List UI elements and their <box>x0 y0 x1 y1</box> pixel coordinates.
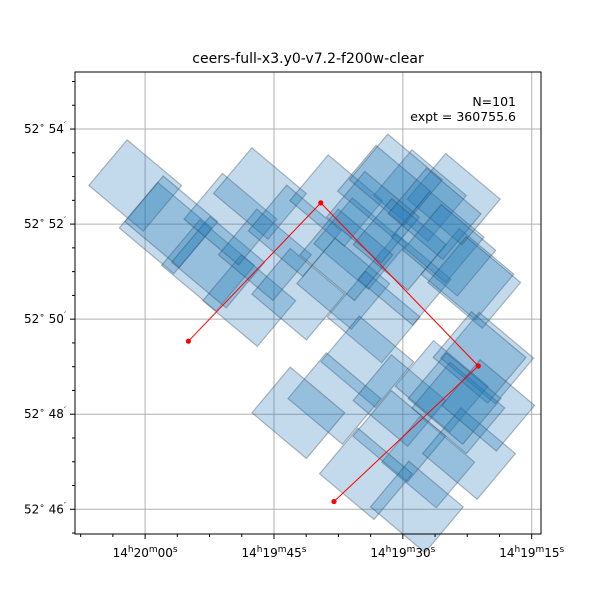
footprint-tile <box>87 138 183 233</box>
footprint-tile <box>124 175 219 269</box>
footprint-tile <box>318 427 414 521</box>
exposure-annotation: expt = 360755.6 <box>410 109 516 124</box>
footprint-tile <box>183 172 278 266</box>
footprint-tile <box>369 460 465 554</box>
footprint-tile <box>251 247 346 341</box>
line-layer <box>185 200 481 505</box>
pointing-marker <box>318 200 324 206</box>
footprint-tile <box>421 407 517 501</box>
footprint-tile <box>390 190 485 284</box>
y-axis: 52∘ 54′ 52∘ 52′ 52∘ 50′ 52∘ 48′ 52∘ 46′ <box>24 81 75 534</box>
footprint-tile <box>407 351 502 446</box>
footprint-tile <box>320 315 415 409</box>
x-tick-label: 14h19m15s <box>499 545 564 560</box>
footprint-tile <box>348 133 444 227</box>
footprint-tile <box>411 361 506 455</box>
footprint-tile <box>352 389 447 483</box>
y-tick-label: 52∘ 50′ <box>24 311 66 326</box>
footprint-tile <box>217 208 313 302</box>
footprint-tile <box>201 254 297 348</box>
footprint-tile <box>251 366 346 460</box>
x-tick-label: 14h19m30s <box>370 545 435 560</box>
chart-title: ceers-full-x3.y0-v7.2-f200w-clear <box>192 51 424 67</box>
footprint-tile <box>170 215 266 309</box>
footprint-tile <box>326 270 421 364</box>
footprint-tile <box>212 146 308 241</box>
y-tick-label: 52∘ 46′ <box>24 501 66 516</box>
footprint-tile <box>287 351 382 446</box>
x-axis: 14h20m00s 14h19m45s 14h19m30s 14h19m15s <box>80 534 565 560</box>
pointing-marker <box>475 363 481 369</box>
footprint-tile <box>247 184 343 278</box>
footprint-layer <box>87 133 536 554</box>
footprint-tile <box>352 197 448 292</box>
y-tick-label: 52∘ 48′ <box>24 406 66 421</box>
pointing-path-line <box>188 202 480 502</box>
footprint-tile <box>160 218 256 312</box>
pointing-marker <box>331 498 337 505</box>
footprint-tile <box>118 181 213 275</box>
x-tick-label: 14h19m45s <box>241 545 306 560</box>
x-tick-label: 14h20m00s <box>113 545 178 560</box>
footprint-tile <box>372 148 468 243</box>
footprint-tile <box>394 339 489 433</box>
footprint-tile <box>387 167 482 261</box>
pointing-marker <box>185 338 192 344</box>
footprint-tile <box>401 203 497 297</box>
footprint-tile <box>296 237 391 331</box>
footprint-tile <box>426 235 522 330</box>
footprint-tile <box>439 311 535 405</box>
footprint-tile <box>352 353 447 448</box>
footprint-tile <box>406 152 502 246</box>
footprint-tile <box>288 154 384 248</box>
plot-area: N=101 expt = 360755.6 <box>74 71 542 554</box>
footprint-tile <box>432 310 527 405</box>
footprint-tile <box>299 208 394 302</box>
footprint-tile <box>325 170 421 264</box>
plot-frame <box>74 71 542 535</box>
count-annotation: N=101 <box>472 94 516 109</box>
footprint-tile <box>357 232 452 326</box>
footprint-tile <box>336 144 432 238</box>
y-tick-label: 52∘ 52′ <box>24 216 66 231</box>
grid-layer <box>75 72 541 534</box>
y-tick-label: 52∘ 54′ <box>24 121 66 136</box>
footprint-tile <box>420 227 515 321</box>
plot-background <box>75 72 541 534</box>
